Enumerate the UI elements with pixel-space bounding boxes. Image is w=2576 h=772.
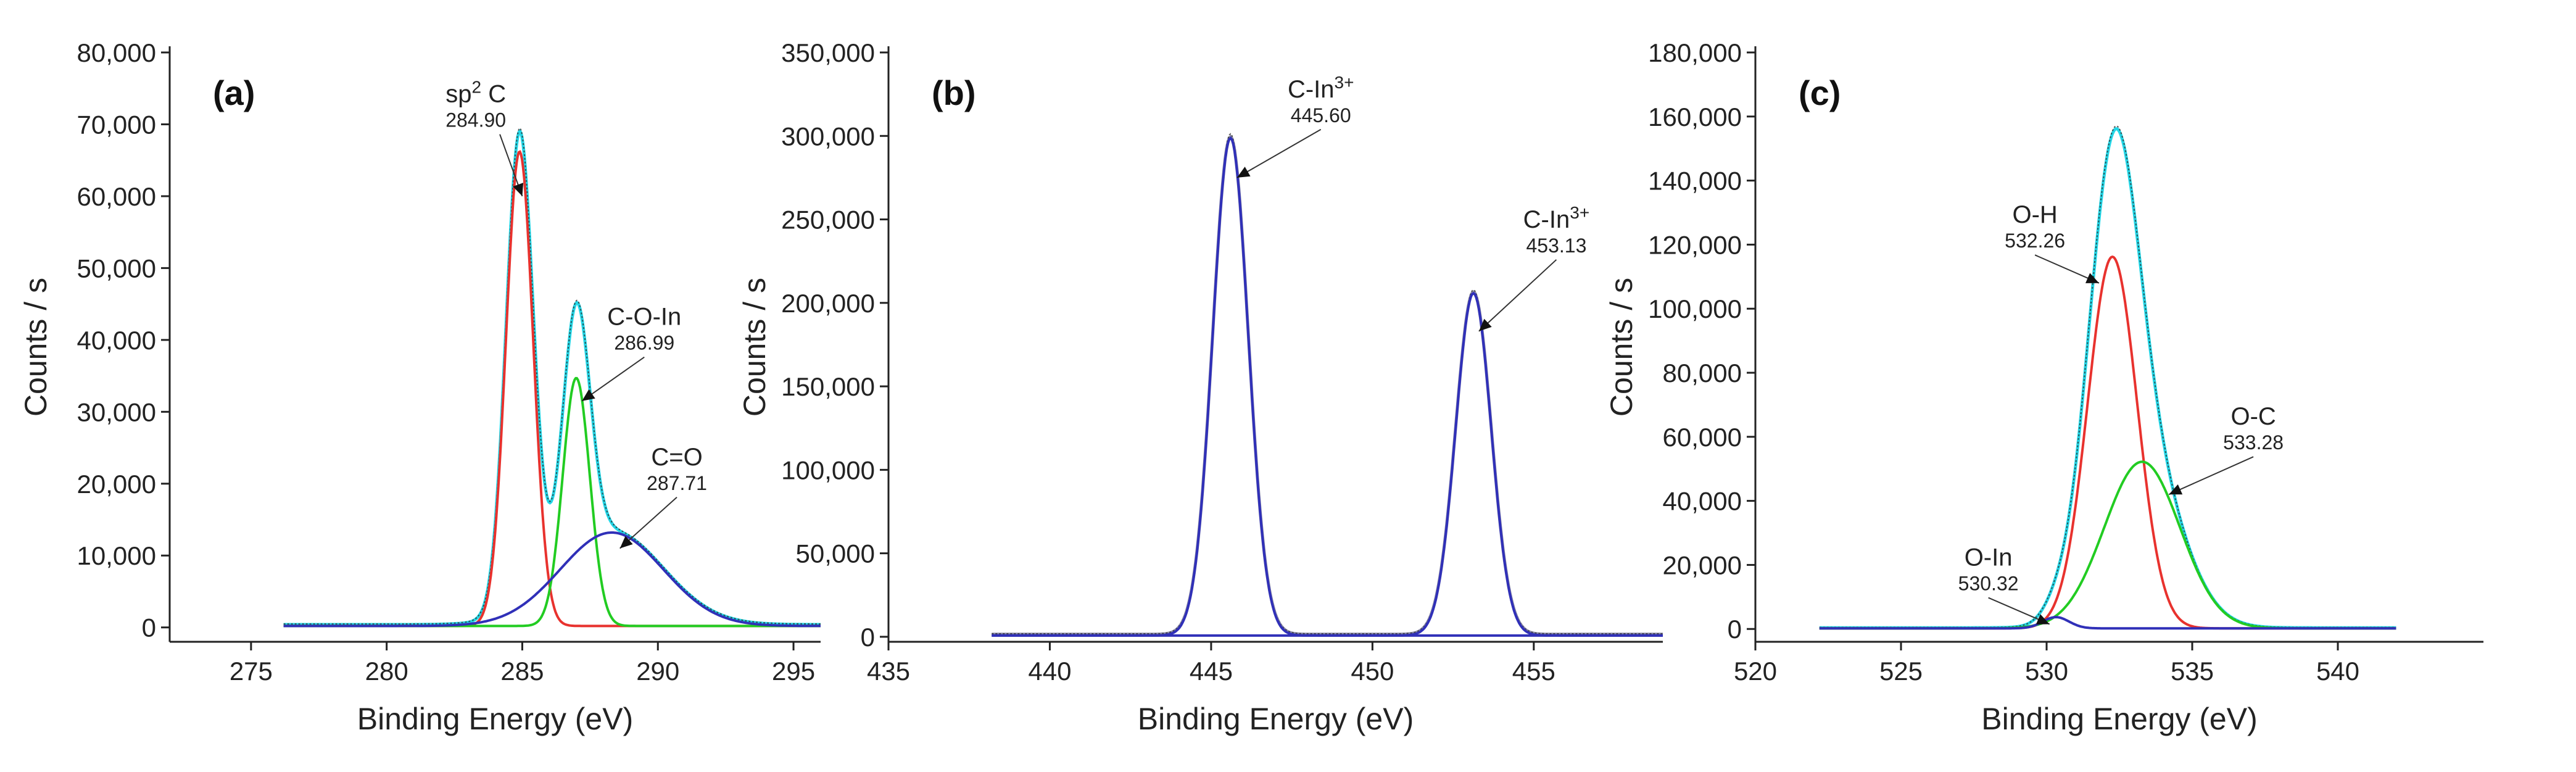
panel-1-y-tick-label: 0 [861,623,875,652]
panel-0-x-tick-label: 285 [500,657,544,686]
panel-1-annotation-arrowhead [1236,167,1251,178]
panel-2-x-tick-label: 525 [1879,657,1923,686]
panel-1-annotation-arrow-line [1236,128,1322,178]
panel-2-annotation-label: O-C [2230,403,2276,430]
panel-0-y-label: Counts / s [19,278,53,417]
panel-2-y-tick-label: 0 [1728,615,1742,644]
panel-0-annotation-value: 286.99 [614,332,674,354]
panel-2-x-label: Binding Energy (eV) [1981,702,2257,736]
panel-0-annotation-arrowhead [582,389,595,401]
panel-0-x-tick-label: 280 [365,657,408,686]
panel-0-annotation-arrow-line [581,356,645,402]
panel-1-y-tick-label: 100,000 [781,455,875,484]
panel-0-x-tick-label: 275 [230,657,273,686]
panel-2-peak-line [1819,615,2396,630]
panel-1-data-trace [992,133,1663,634]
panel-2-annotation-arrow-line [2168,456,2254,496]
panel-2-y-tick-label: 140,000 [1648,167,1742,196]
panel-1-annotation-label: C-In3+ [1523,202,1590,233]
panel-1-x-tick-label: 455 [1512,657,1555,686]
panel-1-x-tick-label: 440 [1028,657,1071,686]
panel-2-annotation-arrowhead [2085,273,2099,283]
panel-0-annotation-label: sp2 C [445,77,506,108]
panel-1-y-label: Counts / s [737,278,772,417]
panel-1-y-tick-label: 350,000 [781,38,875,67]
panel-1-x-tick-label: 435 [867,657,910,686]
panel-2-x-tick-label: 520 [1734,657,1777,686]
panel-0-y-tick-label: 30,000 [77,397,156,426]
panel-0-panel-label: (a) [213,73,255,112]
panel-1-panel-label: (b) [932,73,976,112]
panel-1-y-tick-label: 50,000 [796,539,875,568]
panel-0-x-tick-label: 290 [636,657,679,686]
panel-2-x-tick-label: 530 [2025,657,2068,686]
panel-0-peak-line [283,531,821,628]
panel-b: 0 50,000 100,000 150,000 200,000 250,000 300,0… [737,38,1663,736]
panel-0-y-tick-label: 50,000 [77,254,156,283]
panel-0-annotation-label: C=O [651,444,702,471]
panel-1-y-tick-label: 300,000 [781,122,875,151]
panel-1-annotation-value: 453.13 [1526,235,1587,257]
panel-2-annotation-arrowhead [2169,484,2183,495]
panel-0-y-tick-label: 20,000 [77,470,156,499]
panel-a: 0 10,000 20,000 30,000 40,000 50,000 60,000 70,… [19,38,821,736]
panel-1-y-tick-label: 200,000 [781,289,875,318]
panel-0-y-tick-label: 80,000 [77,38,156,67]
panel-0-y-tick-label: 0 [142,613,156,642]
panel-1-y-tick-label: 150,000 [781,372,875,401]
panel-1-x-tick-label: 450 [1351,657,1394,686]
panel-0-y-tick-label: 70,000 [77,110,156,139]
panel-0-annotation-arrowhead [513,183,524,196]
panel-2-envelope-line [1819,127,2396,629]
panel-0-annotation-value: 284.90 [445,109,506,131]
panel-0-annotation-value: 287.71 [647,472,707,494]
panel-2-x-tick-label: 540 [2316,657,2359,686]
panel-0-annotation-label: C-O-In [607,304,681,331]
panel-0-x-tick-label: 295 [772,657,815,686]
panel-0-x-label: Binding Energy (eV) [357,702,633,736]
panel-2-y-tick-label: 60,000 [1663,423,1742,452]
panel-1-annotation-value: 445.60 [1291,104,1351,127]
panel-2-y-label: Counts / s [1604,278,1639,417]
panel-0-annotation-arrowhead [619,536,633,549]
panel-2-y-tick-label: 120,000 [1648,230,1742,259]
panel-2-panel-label: (c) [1799,73,1841,112]
panel-0-y-tick-label: 60,000 [77,182,156,211]
panel-1-annotation-arrow-line [1478,259,1557,332]
panel-2-data-trace [1819,125,2396,628]
panel-2-y-tick-label: 100,000 [1648,294,1742,323]
panel-2-annotation-value: 530.32 [1958,573,2019,595]
panel-2-annotation-value: 532.26 [2005,230,2065,252]
panel-2-annotation-value: 533.28 [2223,431,2284,454]
panel-2-annotation-label: O-In [1965,544,2013,571]
panel-1-x-label: Binding Energy (eV) [1138,702,1414,736]
panel-1-annotation-label: C-In3+ [1288,72,1354,103]
panel-1-y-tick-label: 250,000 [781,205,875,235]
panel-c: 0 20,000 40,000 60,000 80,000 100,000 120,000 1… [1604,38,2483,736]
panel-2-y-tick-label: 160,000 [1648,102,1742,131]
panel-2-y-tick-label: 80,000 [1663,359,1742,388]
panel-2-annotation-label: O-H [2012,201,2057,228]
panel-2-y-tick-label: 20,000 [1663,550,1742,579]
panel-2-annotation-arrowhead [2036,614,2050,625]
panel-2-x-tick-label: 535 [2171,657,2214,686]
panel-0-data-trace [283,127,821,625]
panel-1-annotation-arrowhead [1478,318,1492,331]
panel-1-x-tick-label: 445 [1190,657,1233,686]
panel-2-peak-line [1819,255,2396,630]
panel-0-y-tick-label: 10,000 [77,541,156,570]
panel-1-peak-line [992,291,1663,637]
panel-2-y-tick-label: 180,000 [1648,38,1742,67]
panel-0-annotation-arrow-line [619,497,677,549]
panel-0-y-tick-label: 40,000 [77,326,156,355]
panel-2-y-tick-label: 40,000 [1663,487,1742,516]
panel-2-peak-line [1819,460,2396,630]
